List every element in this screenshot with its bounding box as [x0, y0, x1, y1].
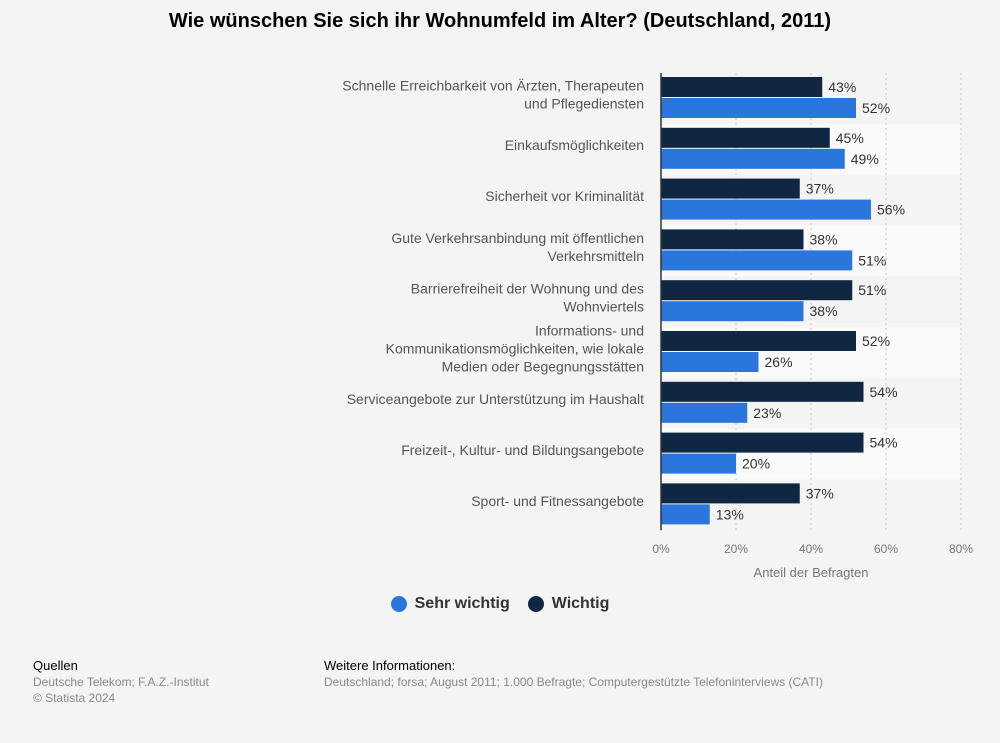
- data-label-wichtig: 54%: [870, 435, 898, 451]
- x-tick-label: 40%: [799, 542, 823, 556]
- legend-item-sehr-wichtig[interactable]: Sehr wichtig: [390, 595, 510, 613]
- data-label-sehr-wichtig: 49%: [851, 151, 879, 167]
- x-tick-label: 80%: [949, 542, 973, 556]
- bar-sehr-wichtig: [661, 402, 748, 423]
- category-label-line: Medien oder Begegnungsstätten: [442, 358, 644, 374]
- category-label-line: Schnelle Erreichbarkeit von Ärzten, Ther…: [342, 77, 644, 93]
- data-label-wichtig: 54%: [870, 384, 898, 400]
- bar-sehr-wichtig: [661, 199, 871, 220]
- x-tick-label: 60%: [874, 542, 898, 556]
- chart-legend: Sehr wichtig Wichtig: [0, 595, 1000, 613]
- category-label-line: Einkaufsmöglichkeiten: [505, 137, 644, 153]
- bar-wichtig: [661, 280, 853, 301]
- legend-label-sehr-wichtig: Sehr wichtig: [414, 595, 510, 612]
- bar-wichtig: [661, 178, 800, 199]
- category-label-line: Kommunikationsmöglichkeiten, wie lokale: [386, 340, 645, 356]
- footer-info: Weitere Informationen: Deutschland; fors…: [324, 658, 823, 690]
- x-tick-label: 0%: [652, 542, 670, 556]
- category-label: Freizeit-, Kultur- und Bildungsangebote: [401, 442, 644, 458]
- category-label: Barrierefreiheit der Wohnung und des Wohn…: [411, 281, 644, 315]
- x-axis-title: Anteil der Befragten: [754, 565, 869, 580]
- chart-title: Wie wünschen Sie sich ihr Wohnumfeld im …: [168, 10, 832, 32]
- info-text: Deutschland; forsa; August 2011; 1.000 B…: [324, 675, 823, 689]
- category-label-line: Wohnviertels: [563, 299, 644, 315]
- copyright-text: © Statista 2024: [33, 691, 116, 705]
- data-label-sehr-wichtig: 26%: [765, 354, 793, 370]
- data-label-wichtig: 43%: [828, 79, 856, 95]
- category-label: Informations- und Kommunikationsmöglichke…: [386, 322, 645, 374]
- bar-wichtig: [661, 432, 864, 453]
- bar-wichtig: [661, 229, 804, 250]
- category-label-line: Informations- und: [535, 322, 644, 338]
- legend-label-wichtig: Wichtig: [551, 595, 610, 612]
- footer-sources: Quellen Deutsche Telekom; F.A.Z.-Institu…: [33, 658, 209, 706]
- category-label: Einkaufsmöglichkeiten: [505, 137, 644, 153]
- category-label: Schnelle Erreichbarkeit von Ärzten, Ther…: [342, 77, 644, 111]
- bar-sehr-wichtig: [661, 148, 845, 169]
- data-label-sehr-wichtig: 56%: [877, 202, 905, 218]
- legend-swatch-sehr-wichtig: [390, 596, 407, 612]
- bar-wichtig: [661, 483, 800, 504]
- data-label-wichtig: 51%: [858, 282, 886, 298]
- bar-sehr-wichtig: [661, 453, 736, 474]
- data-label-sehr-wichtig: 23%: [753, 405, 781, 421]
- category-label-line: Serviceangebote zur Unterstützung im Hau…: [347, 391, 644, 407]
- category-label-line: Verkehrsmitteln: [548, 248, 644, 264]
- category-label-line: Barrierefreiheit der Wohnung und des: [411, 281, 644, 297]
- bar-sehr-wichtig: [661, 352, 759, 372]
- category-label-line: Sicherheit vor Kriminalität: [485, 188, 644, 204]
- data-label-wichtig: 38%: [810, 231, 838, 247]
- category-label-line: und Pflegediensten: [524, 95, 644, 111]
- data-label-sehr-wichtig: 20%: [742, 456, 770, 472]
- bar-wichtig: [661, 381, 864, 402]
- data-label-wichtig: 52%: [862, 333, 890, 349]
- category-label-line: Gute Verkehrsanbindung mit öffentlichen: [391, 230, 644, 246]
- category-label: Serviceangebote zur Unterstützung im Hau…: [347, 391, 644, 407]
- bar-wichtig: [661, 331, 856, 351]
- bar-sehr-wichtig: [661, 98, 856, 118]
- category-label-line: Sport- und Fitnessangebote: [471, 493, 644, 509]
- bar-wichtig: [661, 127, 830, 148]
- data-label-sehr-wichtig: 52%: [862, 100, 890, 116]
- x-tick-label: 20%: [724, 542, 748, 556]
- category-label: Gute Verkehrsanbindung mit öffentlichen V…: [391, 230, 644, 264]
- data-label-wichtig: 45%: [836, 130, 864, 146]
- category-label: Sicherheit vor Kriminalität: [485, 188, 644, 204]
- data-label-sehr-wichtig: 51%: [858, 252, 886, 268]
- data-label-wichtig: 37%: [806, 181, 834, 197]
- bar-chart: 43% 52% Schnelle Erreichbarkeit von Ärzten…: [342, 73, 973, 580]
- bar-sehr-wichtig: [661, 504, 710, 525]
- data-label-sehr-wichtig: 38%: [810, 303, 838, 319]
- data-label-wichtig: 37%: [806, 485, 834, 501]
- category-label-line: Freizeit-, Kultur- und Bildungsangebote: [401, 442, 644, 458]
- bar-wichtig: [661, 77, 823, 97]
- data-label-sehr-wichtig: 13%: [716, 506, 744, 522]
- legend-swatch-wichtig: [527, 596, 544, 612]
- bar-sehr-wichtig: [661, 301, 804, 322]
- legend-item-wichtig[interactable]: Wichtig: [527, 595, 610, 613]
- category-label: Sport- und Fitnessangebote: [471, 493, 644, 509]
- sources-heading: Quellen: [33, 658, 78, 673]
- bar-sehr-wichtig: [661, 250, 853, 271]
- info-heading: Weitere Informationen:: [324, 658, 456, 673]
- sources-text[interactable]: Deutsche Telekom; F.A.Z.-Institut: [33, 675, 209, 689]
